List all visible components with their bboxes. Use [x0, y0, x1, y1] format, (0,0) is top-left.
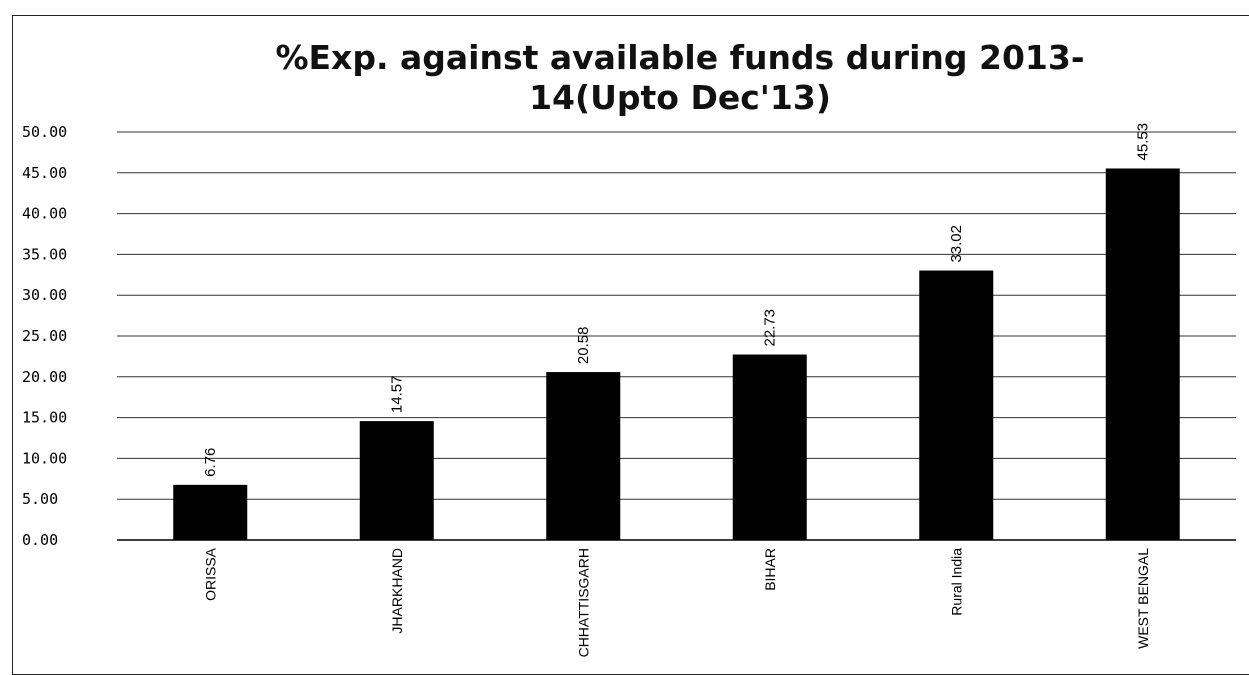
bar [173, 484, 248, 540]
bar [359, 421, 434, 540]
chart-title: %Exp. against available funds during 201… [275, 38, 1085, 117]
y-tick-label: 40.00 [22, 205, 67, 223]
y-tick-label: 20.00 [22, 368, 67, 386]
value-label: 20.58 [575, 327, 592, 365]
y-tick-label: 30.00 [22, 286, 67, 304]
y-tick-label: 5.00 [22, 490, 58, 508]
x-tick-label: Rural India [948, 548, 964, 616]
y-tick-label: 25.00 [22, 327, 67, 345]
x-tick-label: BIHAR [762, 548, 778, 591]
y-tick-label: 10.00 [22, 449, 67, 467]
y-tick-label: 0.00 [22, 531, 58, 549]
bar [919, 270, 994, 540]
y-tick-label: 35.00 [22, 245, 67, 263]
value-label: 6.76 [202, 448, 219, 477]
y-tick-label: 45.00 [22, 164, 67, 182]
x-tick-label: ORISSA [202, 547, 218, 601]
x-tick-label: WEST BENGAL [1135, 548, 1151, 649]
value-label: 45.53 [1135, 123, 1152, 161]
y-tick-label: 15.00 [22, 409, 67, 427]
y-tick-label: 50.00 [22, 123, 67, 141]
value-label: 22.73 [762, 309, 779, 347]
value-label: 14.57 [389, 376, 406, 414]
x-tick-label: JHARKHAND [389, 548, 405, 634]
value-label: 33.02 [948, 225, 965, 263]
bar [732, 354, 807, 540]
x-tick-label: CHHATTISGARH [575, 548, 591, 657]
bar [546, 372, 621, 540]
bar [1105, 168, 1180, 540]
